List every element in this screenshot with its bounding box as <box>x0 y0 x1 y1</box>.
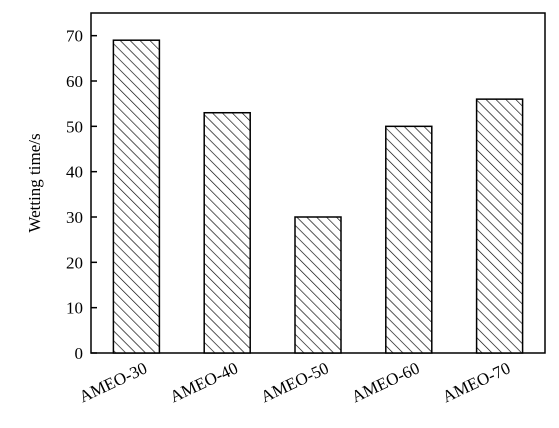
y-axis-ticks: 0 10 20 30 40 50 60 70 <box>66 27 97 363</box>
y-tick-label: 30 <box>66 208 83 227</box>
x-tick-label: AMEO-40 <box>167 358 241 406</box>
x-tick-label: AMEO-70 <box>439 358 513 406</box>
x-tick-label: AMEO-60 <box>349 358 423 406</box>
bar-ameo-50 <box>294 216 342 354</box>
y-tick-label: 0 <box>75 344 84 363</box>
x-tick-label: AMEO-50 <box>258 358 332 406</box>
y-tick-label: 20 <box>66 253 83 272</box>
y-tick-label: 10 <box>66 299 83 318</box>
x-tick-label: AMEO-30 <box>76 358 150 406</box>
y-axis-title: Wetting time/s <box>25 133 44 232</box>
bar-ameo-40 <box>203 111 251 354</box>
y-tick-label: 50 <box>66 117 83 136</box>
bars <box>112 39 524 354</box>
bar-ameo-60 <box>385 125 433 354</box>
x-axis-labels: AMEO-30 AMEO-40 AMEO-50 AMEO-60 AMEO-70 <box>76 358 513 406</box>
y-tick-label: 40 <box>66 163 83 182</box>
y-tick-label: 60 <box>66 72 83 91</box>
bar-ameo-30 <box>112 39 161 354</box>
bar-ameo-70 <box>475 98 524 354</box>
y-tick-label: 70 <box>66 27 83 46</box>
